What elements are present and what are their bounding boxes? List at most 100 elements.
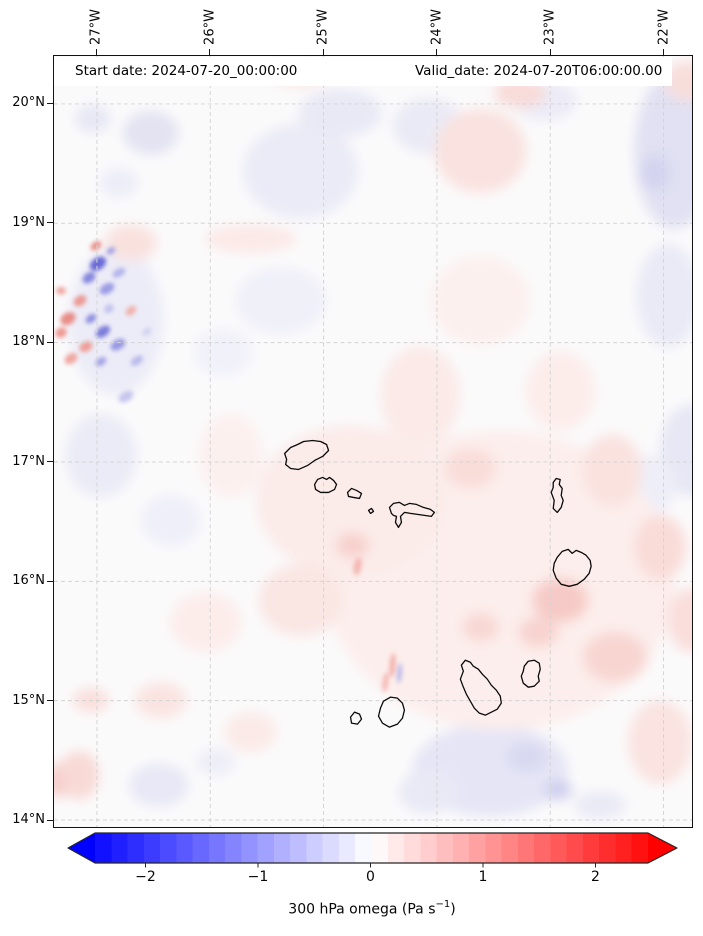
wave-blob — [130, 355, 144, 366]
field-blob — [628, 700, 692, 785]
field-blob — [636, 243, 692, 348]
wave-blob — [106, 246, 116, 255]
field-blob — [640, 155, 671, 190]
coastline-sao-vicente — [313, 476, 338, 494]
field-blob — [258, 564, 343, 637]
coastline-santiago — [459, 659, 502, 716]
coastlines — [283, 439, 592, 728]
y-tick-mark — [47, 222, 53, 223]
x-tick-label: 25°W — [315, 9, 331, 45]
colorbar-right-arrow — [648, 833, 677, 863]
field-blob — [430, 255, 531, 346]
field-blob — [140, 494, 201, 547]
colorbar-left-arrow — [68, 833, 95, 863]
field-blob — [195, 748, 236, 777]
y-tick-mark — [47, 700, 53, 701]
y-tick-label: 16°N — [12, 573, 45, 588]
x-tick-mark — [549, 49, 551, 55]
colorbar — [67, 832, 678, 868]
field-blob — [298, 88, 383, 137]
valid-date-text: Valid_date: 2024-07-20T06:00:00.00 — [415, 63, 663, 79]
wave-blob — [85, 313, 97, 324]
x-tick-mark — [209, 49, 210, 55]
coastline-islet — [367, 507, 375, 515]
wave-blob — [142, 327, 152, 336]
x-tick-mark — [322, 49, 324, 55]
colorbar-tick-label: −1 — [247, 869, 269, 885]
colorbar-label-pre: 300 hPa omega (Pa s — [288, 901, 436, 918]
y-tick-mark — [47, 819, 53, 821]
coastline-fogo — [377, 696, 406, 728]
wave-blob — [55, 327, 67, 338]
colorbar-tick-label: 1 — [478, 869, 488, 885]
coastline-brava — [349, 711, 363, 725]
map-area — [53, 55, 693, 828]
colorbar-gradient — [95, 833, 648, 863]
field-blob — [462, 613, 499, 642]
wave-blob — [90, 241, 102, 251]
field-blob — [518, 617, 559, 648]
gridlines — [54, 56, 692, 827]
coastline-sal — [550, 477, 564, 514]
field-blob — [169, 592, 242, 653]
field-blob — [104, 224, 157, 261]
field-blob — [242, 122, 359, 219]
field-blob — [525, 350, 596, 431]
wave-blob — [118, 390, 134, 403]
annotation-band: Start date: 2024-07-20_00:00:00 Valid_da… — [54, 57, 672, 86]
wave-blob — [82, 271, 96, 284]
x-tick-label: 23°W — [542, 9, 558, 45]
field-wave-blobs — [55, 241, 403, 693]
field-blob — [583, 632, 648, 683]
wave-blob — [73, 294, 87, 307]
colorbar-outline — [67, 832, 678, 864]
field-blob — [192, 328, 253, 377]
colorbar-tick-label: −2 — [135, 869, 156, 885]
field-plot — [54, 56, 692, 827]
coastline-boa-vista — [552, 548, 592, 587]
y-tick-label: 15°N — [12, 692, 45, 708]
field-blob — [582, 434, 643, 507]
field-blob — [380, 345, 461, 446]
y-tick-mark — [47, 102, 53, 104]
wave-blob — [95, 325, 111, 338]
y-tick-label: 19°N — [12, 214, 45, 230]
start-date-text: Start date: 2024-07-20_00:00:00 — [75, 63, 298, 79]
field-blob — [67, 245, 164, 396]
field-blob — [544, 780, 573, 801]
colorbar-axis-label: 300 hPa omega (Pa s−1) — [172, 899, 572, 918]
colorbar-tick-label: 0 — [366, 869, 375, 885]
wave-blob — [125, 305, 137, 316]
field-blob — [532, 578, 589, 623]
y-tick-mark — [47, 580, 53, 582]
coastline-santa-luzia — [346, 487, 363, 500]
wave-blob — [79, 341, 93, 353]
x-tick-label: 24°W — [429, 9, 444, 45]
field-blob — [234, 266, 327, 335]
wave-blob — [396, 663, 403, 684]
coastline-sao-nicolau — [388, 501, 436, 529]
field-blob — [574, 791, 627, 820]
field-blob — [64, 413, 137, 498]
wave-blob — [99, 282, 115, 295]
x-tick-label: 22°W — [656, 9, 671, 45]
colorbar-label-post: ) — [450, 901, 456, 918]
wave-blob — [112, 267, 126, 278]
wave-blob — [89, 256, 107, 271]
field-blob — [98, 167, 139, 198]
wave-blob — [95, 356, 107, 367]
wave-blob — [64, 352, 78, 365]
x-tick-mark — [95, 49, 97, 55]
y-tick-mark — [47, 341, 53, 343]
y-tick-mark — [47, 461, 53, 462]
field-blob — [128, 763, 189, 808]
y-tick-label: 17°N — [12, 453, 45, 469]
wave-blob — [353, 557, 362, 576]
field-blob — [224, 712, 277, 753]
field-soft-blobs — [54, 58, 692, 820]
field-blob — [398, 770, 459, 815]
field-blob — [198, 413, 263, 498]
wave-blob — [110, 338, 126, 351]
field-blob — [122, 110, 179, 155]
